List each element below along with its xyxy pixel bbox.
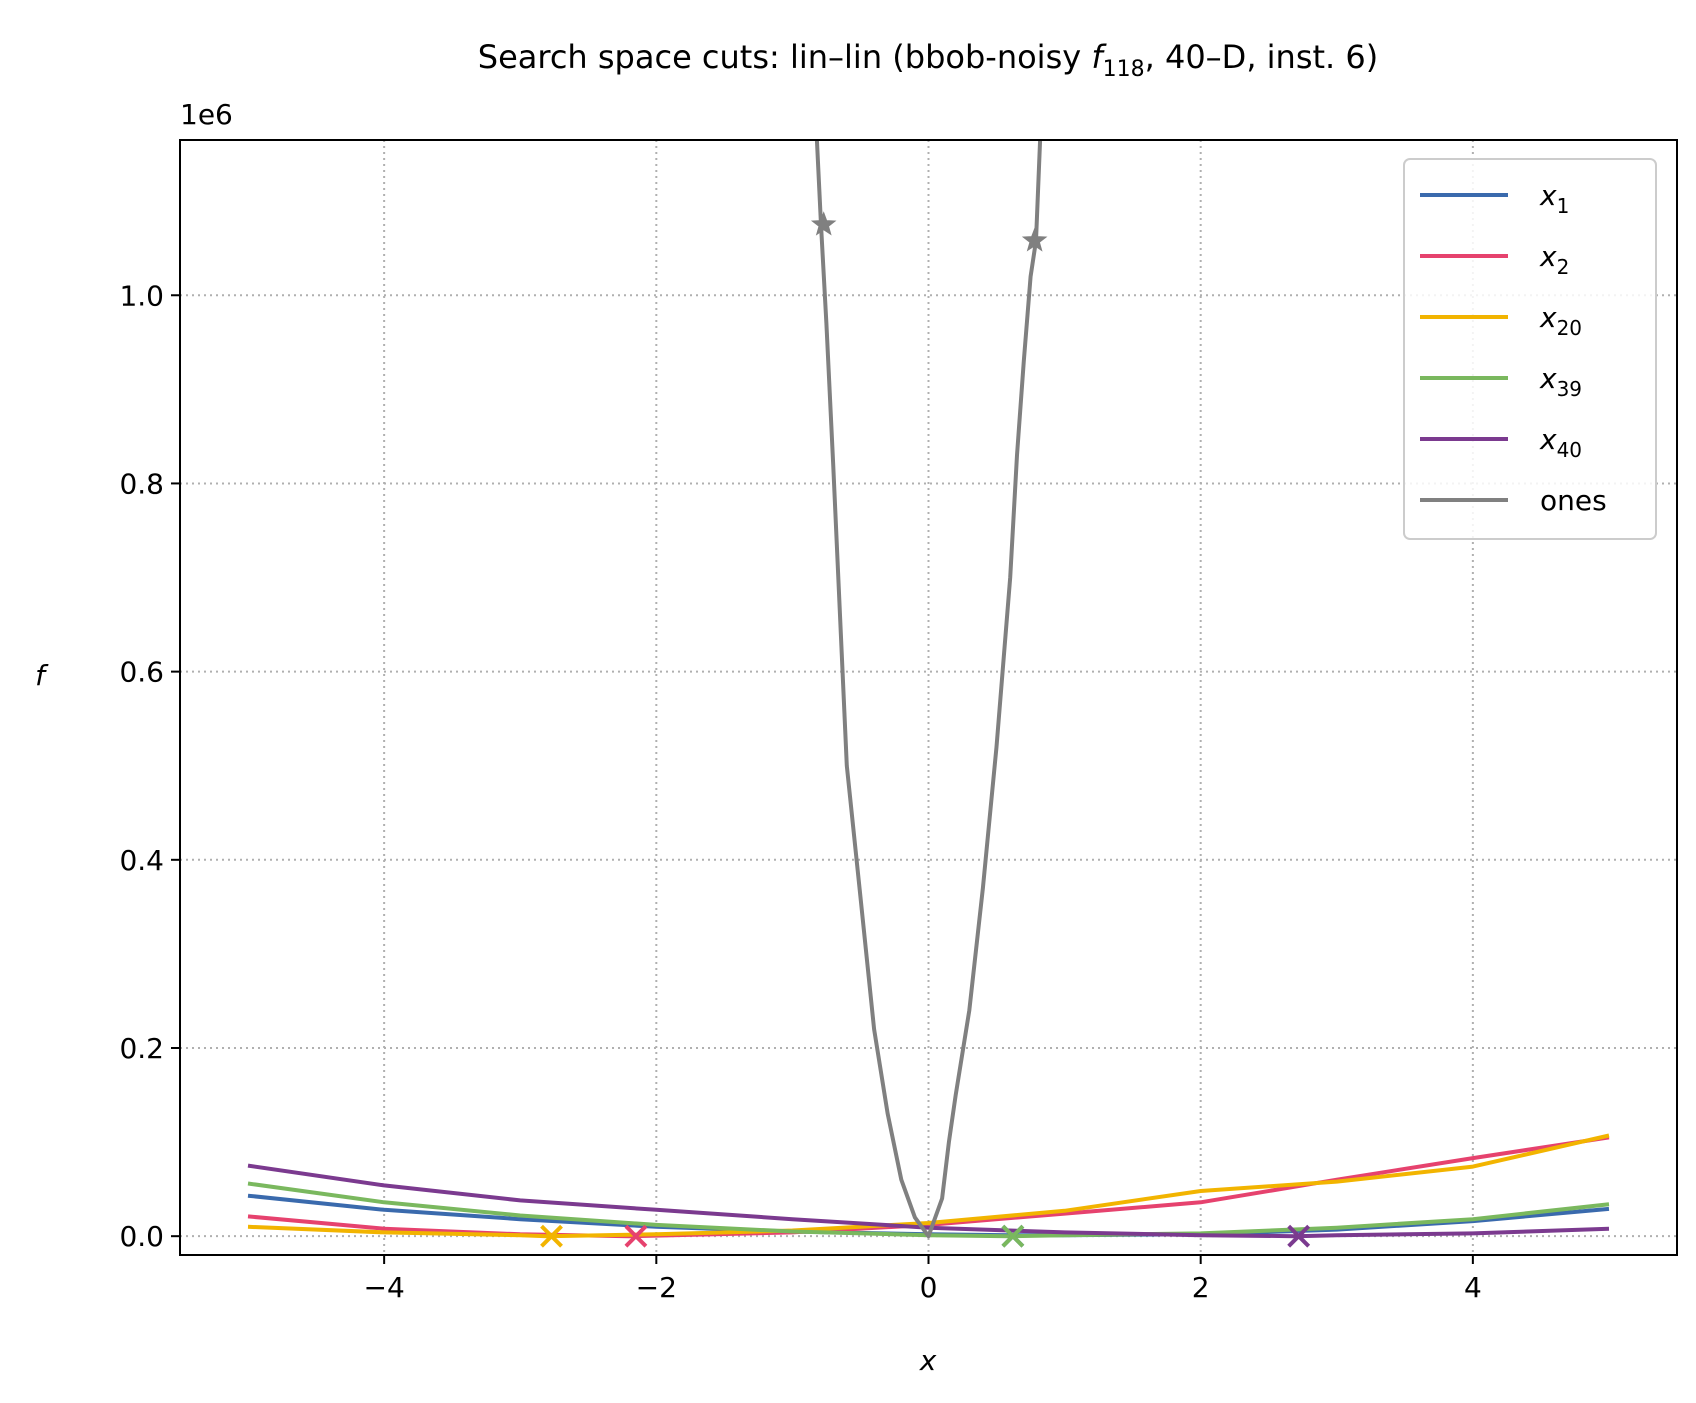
y-offset-label: 1e6 xyxy=(180,98,233,131)
series-line-x39 xyxy=(247,1181,1610,1239)
chart-title-prefix: Search space cuts: lin–lin (bbob-noisy xyxy=(478,38,1092,76)
chart-title-suffix: , 40–D, inst. 6) xyxy=(1145,38,1379,76)
series-layer xyxy=(247,140,1610,1239)
legend-label-x2: x2 xyxy=(1539,240,1569,279)
series-line-x40 xyxy=(247,1163,1610,1239)
x-axis-label: x xyxy=(919,1344,937,1377)
chart-title-func-sub: 118 xyxy=(1103,57,1145,82)
marker-star-ones xyxy=(1021,227,1048,252)
y-tick-label: 0.6 xyxy=(119,656,164,689)
y-tick-label: 0.0 xyxy=(119,1220,164,1253)
x-tick-label: −2 xyxy=(636,1271,677,1304)
legend-label-x1: x1 xyxy=(1539,179,1569,218)
marker-star-ones xyxy=(810,211,837,236)
y-tick-label: 1.0 xyxy=(119,279,164,312)
legend: x1 x2 x20 x39 x40 ones xyxy=(1403,158,1657,540)
ticks-layer: −4 −2 0 2 4 0.0 0.2 0.4 0.6 0.8 1.0 xyxy=(119,279,1481,1304)
x-tick-label: −4 xyxy=(363,1271,404,1304)
x-tick-label: 0 xyxy=(920,1271,938,1304)
marker-x-x20 xyxy=(540,1224,563,1248)
series-line-x20 xyxy=(247,1133,1610,1239)
legend-label-x40: x40 xyxy=(1539,423,1582,462)
legend-label-ones: ones xyxy=(1540,484,1607,517)
marker-x-x2 xyxy=(624,1224,648,1248)
chart-title: Search space cuts: lin–lin (bbob-noisy f… xyxy=(478,38,1378,82)
x-tick-label: 4 xyxy=(1464,1271,1482,1304)
legend-box xyxy=(1403,158,1657,540)
plot-frame xyxy=(179,139,1678,1256)
y-tick-label: 0.2 xyxy=(119,1032,164,1065)
x-tick-label: 2 xyxy=(1192,1271,1210,1304)
marker-x-x40 xyxy=(1287,1224,1311,1248)
marker-x-x39 xyxy=(1001,1224,1025,1248)
y-tick-label: 0.8 xyxy=(119,467,164,500)
legend-label-x20: x20 xyxy=(1539,301,1582,340)
y-tick-label: 0.4 xyxy=(119,844,164,877)
legend-label-x39: x39 xyxy=(1539,362,1582,401)
markers-layer xyxy=(540,211,1311,1248)
series-line-ones xyxy=(814,140,1043,1239)
